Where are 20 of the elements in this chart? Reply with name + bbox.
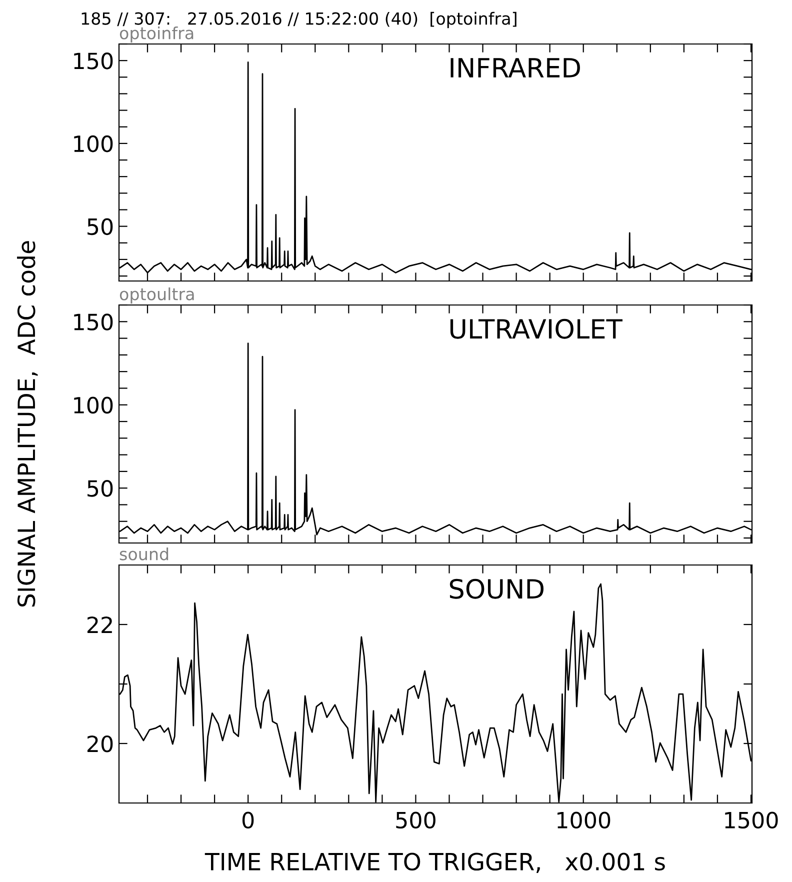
chart-subtitle: sound <box>120 547 168 560</box>
chart-subtitle: optoinfra <box>120 26 194 43</box>
x-axis-title: TIME RELATIVE TO TRIGGER, x0.001 s <box>204 852 665 873</box>
y-tick-label: 50 <box>88 218 113 236</box>
annotation: SOUND <box>450 578 544 599</box>
y-tick-label: 150 <box>74 314 113 330</box>
y-tick-label: 22 <box>87 616 112 633</box>
y-axis-title: SIGNAL AMPLITUDE, ADC code <box>17 241 38 607</box>
y-tick-label: 100 <box>74 135 113 152</box>
annotation: INFRARED <box>450 58 580 78</box>
x-tick-label: 1000 <box>558 812 610 829</box>
chart-subtitle: optoultra <box>120 287 194 304</box>
y-tick-label: 20 <box>87 735 113 752</box>
y-tick-label: 100 <box>74 396 113 414</box>
y-tick-label: 150 <box>74 52 113 70</box>
x-tick-label: 500 <box>396 812 436 829</box>
y-tick-label: 50 <box>88 480 113 497</box>
x-tick-label: 0 <box>242 812 254 829</box>
x-tick-label: 1500 <box>725 812 778 829</box>
annotation: ULTRAVIOLET <box>450 318 622 339</box>
